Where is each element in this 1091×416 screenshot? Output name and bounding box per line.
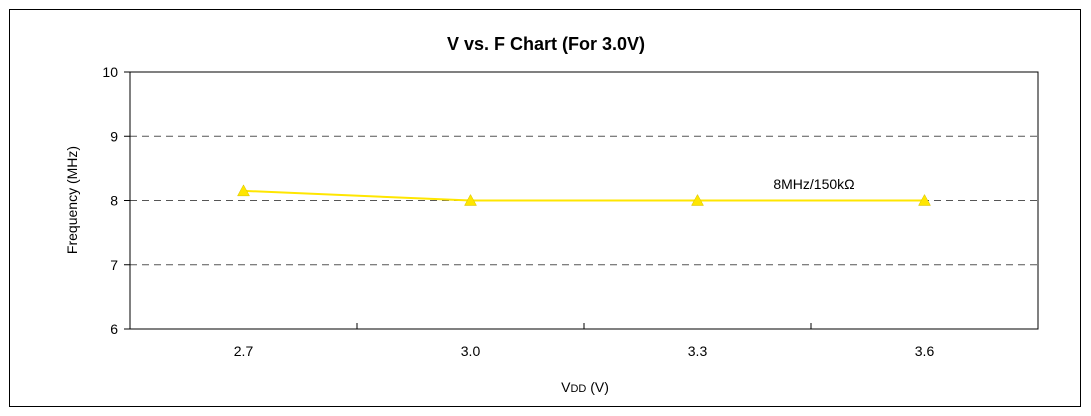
x-tick-label: 3.6 <box>915 343 935 359</box>
data-point-marker <box>691 193 704 206</box>
x-axis-label-unit: (V) <box>586 379 609 395</box>
x-tick-label: 2.7 <box>234 343 254 359</box>
data-point-marker <box>918 193 931 206</box>
y-ticks: 6 7 8 9 10 <box>102 64 130 337</box>
x-ticks: 2.7 3.0 3.3 3.6 <box>234 323 935 359</box>
y-tick-label: 10 <box>102 64 118 80</box>
y-tick-label: 8 <box>110 193 118 209</box>
x-axis-label: VDD (V) <box>561 379 609 395</box>
y-axis-label: Frequency (MHz) <box>64 146 80 254</box>
y-tick-label: 9 <box>110 128 118 144</box>
series-annotation: 8MHz/150kΩ <box>773 176 854 192</box>
chart-frame <box>9 9 1081 407</box>
chart-title: V vs. F Chart (For 3.0V) <box>447 34 645 54</box>
x-tick-label: 3.3 <box>688 343 708 359</box>
series-line <box>243 189 925 202</box>
series-group <box>237 184 931 206</box>
y-tick-label: 6 <box>110 321 118 337</box>
x-axis-label-sub: DD <box>570 383 586 395</box>
x-axis-label-main: V <box>561 379 571 395</box>
x-tick-label: 3.0 <box>461 343 481 359</box>
data-point-marker <box>464 193 477 206</box>
y-tick-label: 7 <box>110 257 118 273</box>
data-point-marker <box>237 184 250 197</box>
